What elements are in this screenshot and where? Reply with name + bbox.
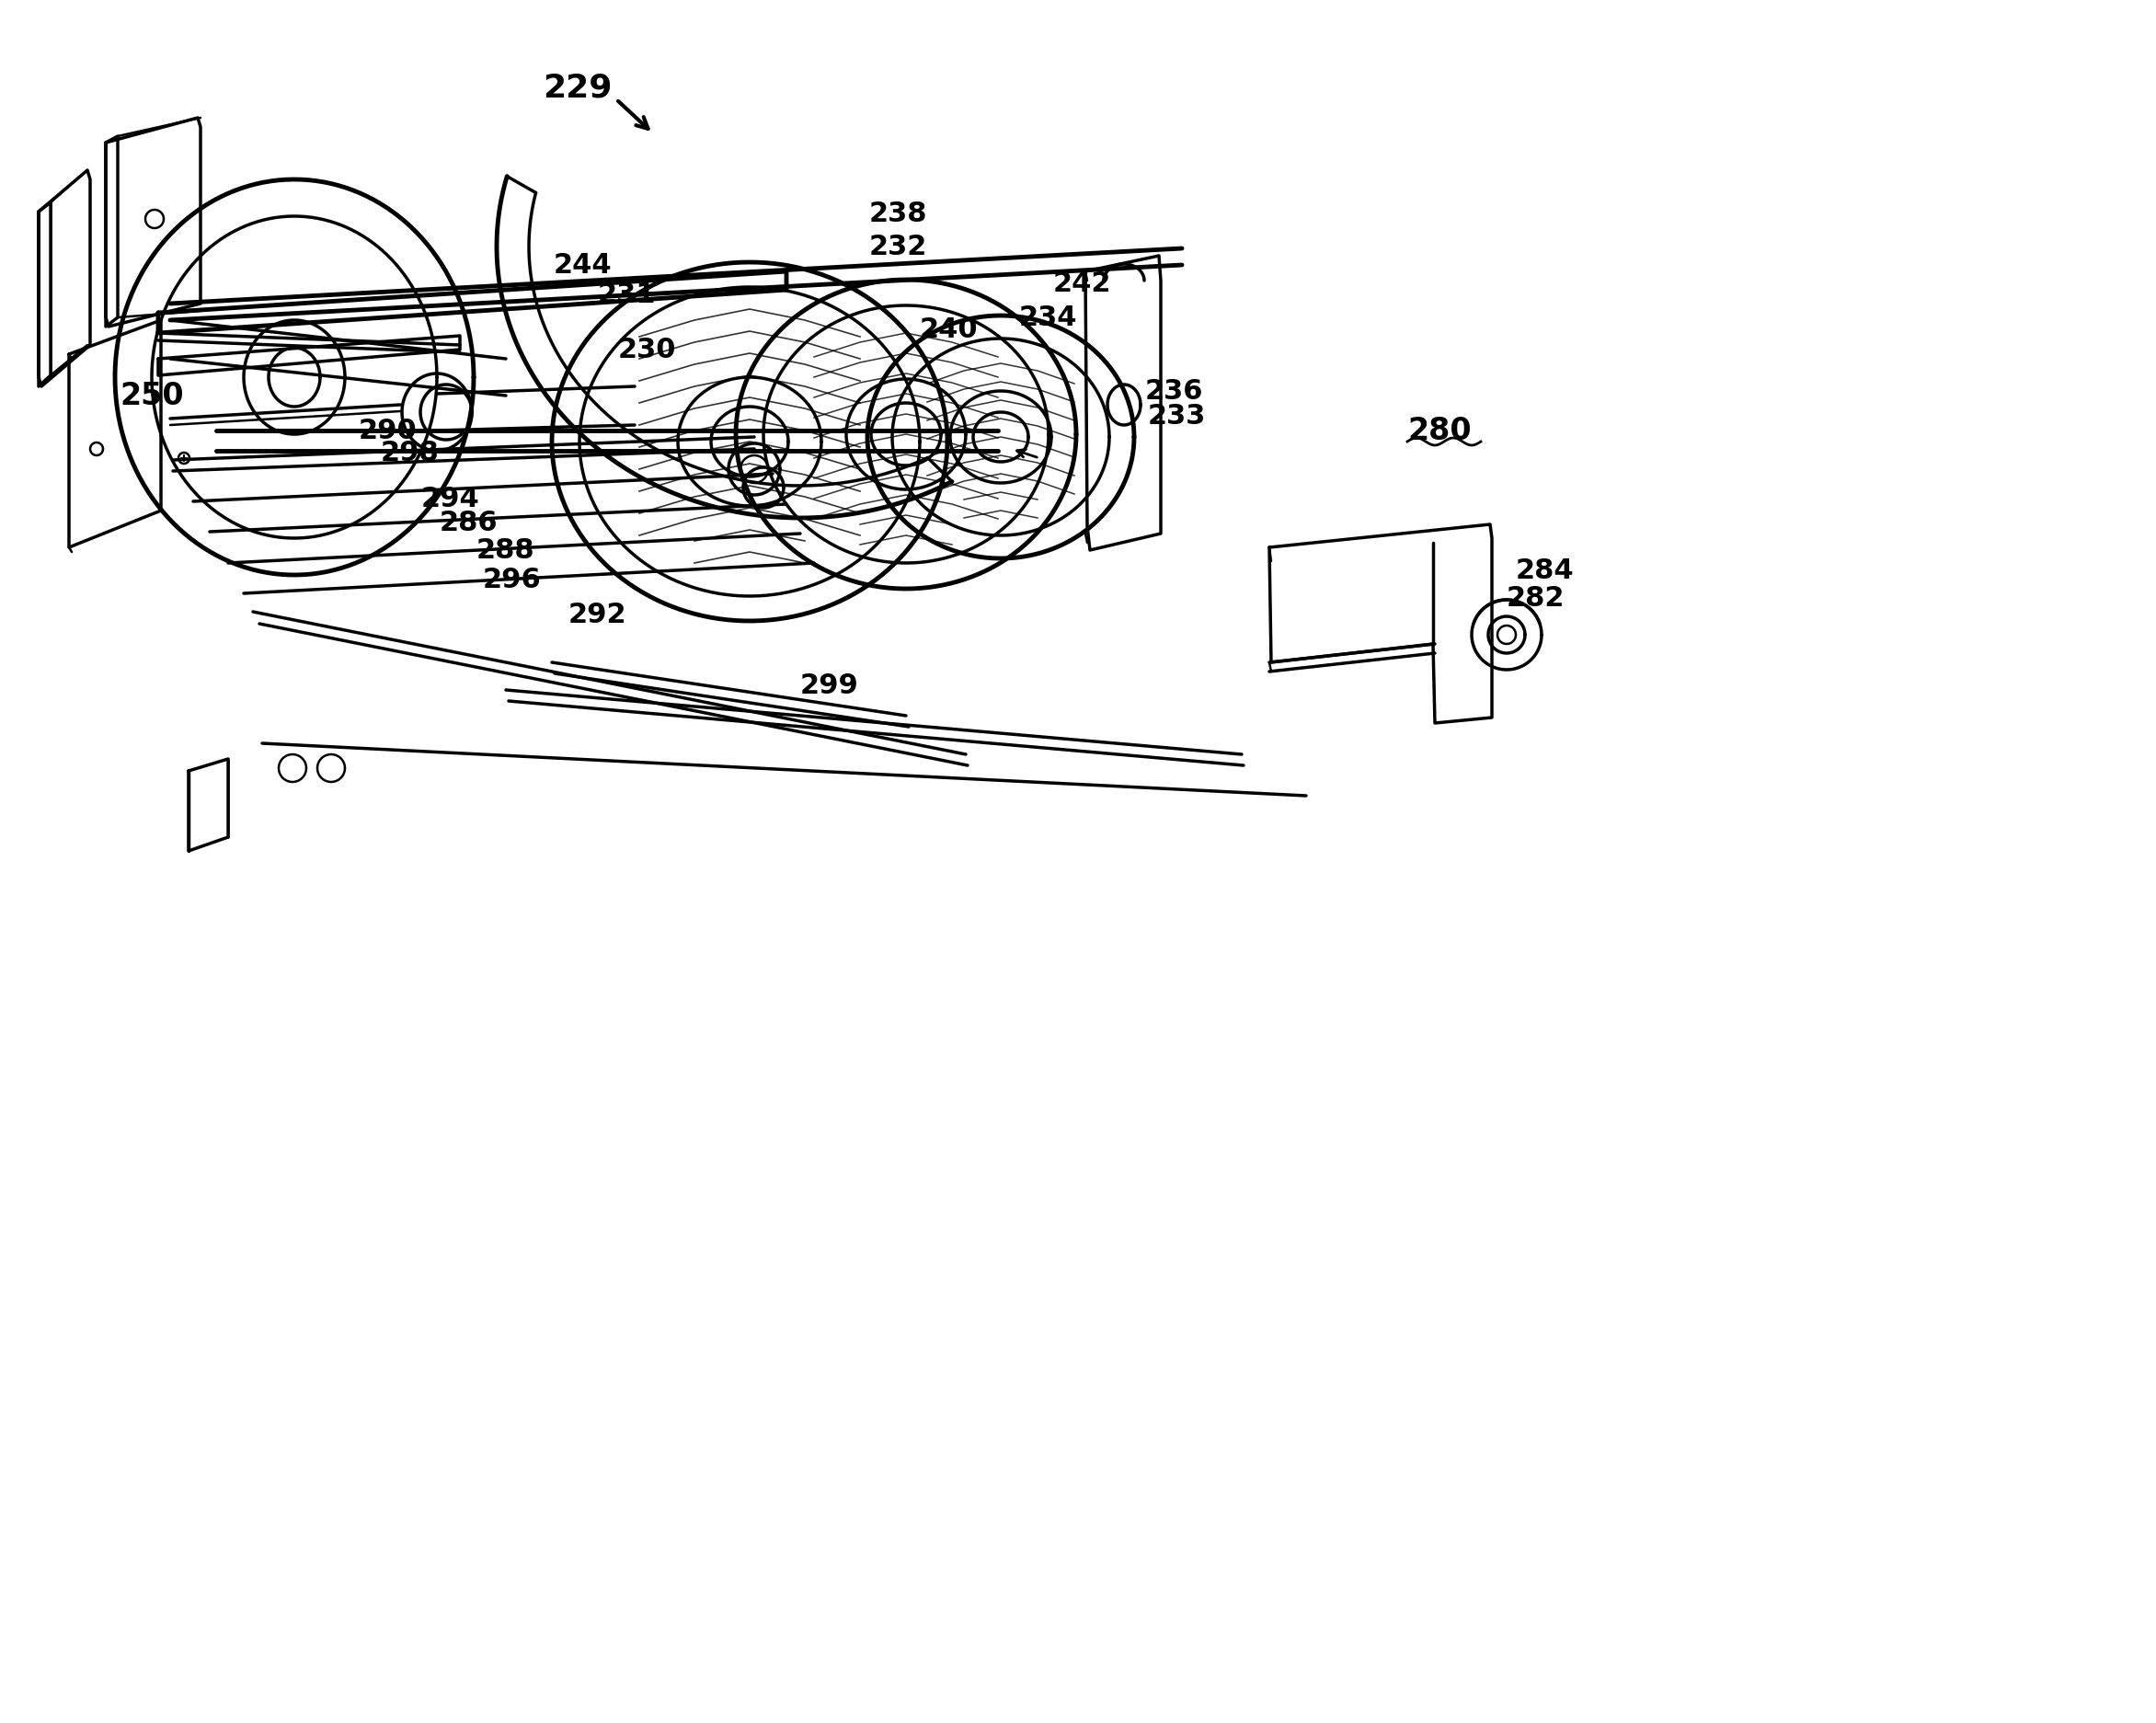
Text: 240: 240 — [921, 315, 979, 343]
Text: 233: 233 — [1147, 403, 1205, 429]
Text: 236: 236 — [1145, 377, 1203, 405]
Text: 232: 232 — [869, 233, 927, 260]
Text: 280: 280 — [1408, 415, 1470, 446]
Text: 296: 296 — [483, 567, 541, 593]
Text: 284: 284 — [1516, 557, 1574, 584]
Text: 230: 230 — [619, 336, 677, 364]
Text: 250: 250 — [119, 381, 183, 410]
Text: 244: 244 — [554, 252, 612, 279]
Text: 298: 298 — [382, 439, 440, 465]
Text: 299: 299 — [800, 672, 858, 698]
Text: 288: 288 — [476, 538, 535, 563]
Text: 229: 229 — [543, 72, 612, 103]
Text: 234: 234 — [1020, 303, 1078, 331]
Text: 242: 242 — [1052, 271, 1112, 296]
Text: 231: 231 — [597, 281, 655, 308]
Text: 282: 282 — [1507, 584, 1565, 612]
Text: 290: 290 — [358, 417, 418, 445]
Text: 238: 238 — [869, 200, 927, 227]
Text: 294: 294 — [420, 486, 481, 512]
Text: 292: 292 — [569, 601, 627, 627]
Text: 286: 286 — [440, 510, 498, 536]
